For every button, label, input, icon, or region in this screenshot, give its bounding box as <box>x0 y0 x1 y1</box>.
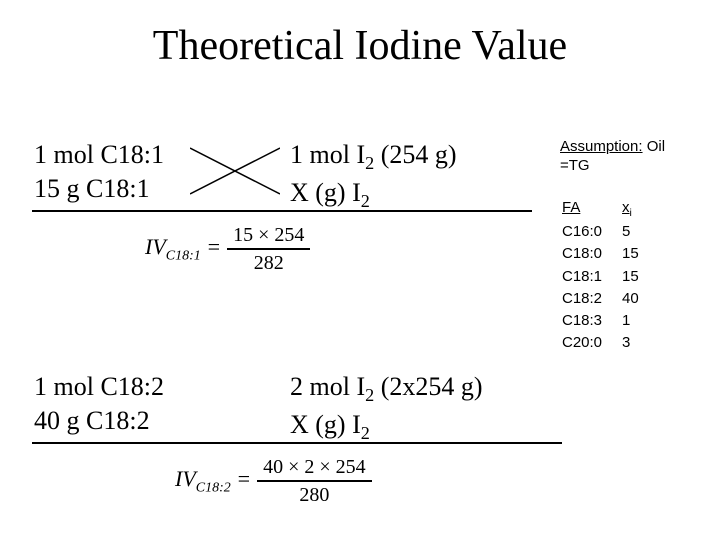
s1-right-line1: 1 mol I2 (254 g) <box>290 138 457 176</box>
s1-left-line1: 1 mol C18:1 <box>34 138 164 172</box>
fa-cell: C20:0 <box>562 333 620 353</box>
s2-right-line1: 2 mol I2 (2x254 g) <box>290 370 483 408</box>
s2-r1-post: (2x254 g) <box>374 372 482 401</box>
section2-right: 2 mol I2 (2x254 g) X (g) I2 <box>290 370 483 446</box>
fa-row: C18:240 <box>562 289 657 309</box>
s1-left-line2: 15 g C18:1 <box>34 172 164 206</box>
f1-num: 15 × 254 <box>227 224 310 246</box>
s2-right-line2: X (g) I2 <box>290 408 483 446</box>
divider-1 <box>32 210 532 212</box>
assumption-text1: Oil <box>643 138 666 155</box>
s2-r2-sub: 2 <box>361 423 370 443</box>
fa-row: C20:03 <box>562 333 657 353</box>
fa-cell: 15 <box>622 267 657 287</box>
fa-cell: C18:0 <box>562 244 620 264</box>
s2-r1-sub: 2 <box>365 385 374 405</box>
f2-den: 280 <box>293 484 335 506</box>
s2-r1-pre: 2 mol I <box>290 372 365 401</box>
s1-r2-pre: X (g) I <box>290 178 361 207</box>
fa-table: FA xi C16:05 C18:015 C18:115 C18:240 C18… <box>560 196 659 356</box>
s1-r1-sub: 2 <box>365 153 374 173</box>
fa-cell: C18:1 <box>562 267 620 287</box>
fa-cell: 1 <box>622 311 657 331</box>
fa-row: C18:115 <box>562 267 657 287</box>
formula-2: IVC18:2 = 40 × 2 × 254 280 <box>175 456 372 506</box>
f1-den: 282 <box>248 252 290 274</box>
s2-left-line2: 40 g C18:2 <box>34 404 164 438</box>
section2-left: 1 mol C18:2 40 g C18:2 <box>34 370 164 438</box>
s1-r1-pre: 1 mol I <box>290 140 365 169</box>
fa-cell: C16:0 <box>562 222 620 242</box>
fa-table-header: FA xi <box>562 198 657 220</box>
fa-row: C18:31 <box>562 311 657 331</box>
f2-frac: 40 × 2 × 254 280 <box>257 456 372 506</box>
f2-bar <box>257 480 372 482</box>
fa-cell: 40 <box>622 289 657 309</box>
fa-cell: C18:2 <box>562 289 620 309</box>
assumption-label: Assumption: <box>560 138 643 155</box>
section1-left: 1 mol C18:1 15 g C18:1 <box>34 138 164 206</box>
f1-lhs: IVC18:1 = <box>145 234 221 264</box>
fa-hdr-fa: FA <box>562 199 580 216</box>
fa-cell: C18:3 <box>562 311 620 331</box>
page-title: Theoretical Iodine Value <box>0 0 720 70</box>
section1-right: 1 mol I2 (254 g) X (g) I2 <box>290 138 457 214</box>
f1-bar <box>227 248 310 250</box>
fa-cell: 5 <box>622 222 657 242</box>
s1-right-line2: X (g) I2 <box>290 176 457 214</box>
s2-left-line1: 1 mol C18:2 <box>34 370 164 404</box>
formula-1: IVC18:1 = 15 × 254 282 <box>145 224 310 274</box>
s1-r2-sub: 2 <box>361 191 370 211</box>
assumption-block: Assumption: Oil =TG <box>560 138 665 176</box>
fa-row: C16:05 <box>562 222 657 242</box>
s2-r2-pre: X (g) I <box>290 410 361 439</box>
fa-cell: 3 <box>622 333 657 353</box>
divider-2 <box>32 442 562 444</box>
s1-r1-post: (254 g) <box>374 140 456 169</box>
f2-num: 40 × 2 × 254 <box>257 456 372 478</box>
assumption-text2: =TG <box>560 157 590 174</box>
cross-lines-1 <box>190 142 280 200</box>
fa-row: C18:015 <box>562 244 657 264</box>
fa-hdr-xi: xi <box>622 199 632 216</box>
fa-cell: 15 <box>622 244 657 264</box>
f2-lhs: IVC18:2 = <box>175 466 251 496</box>
f1-frac: 15 × 254 282 <box>227 224 310 274</box>
